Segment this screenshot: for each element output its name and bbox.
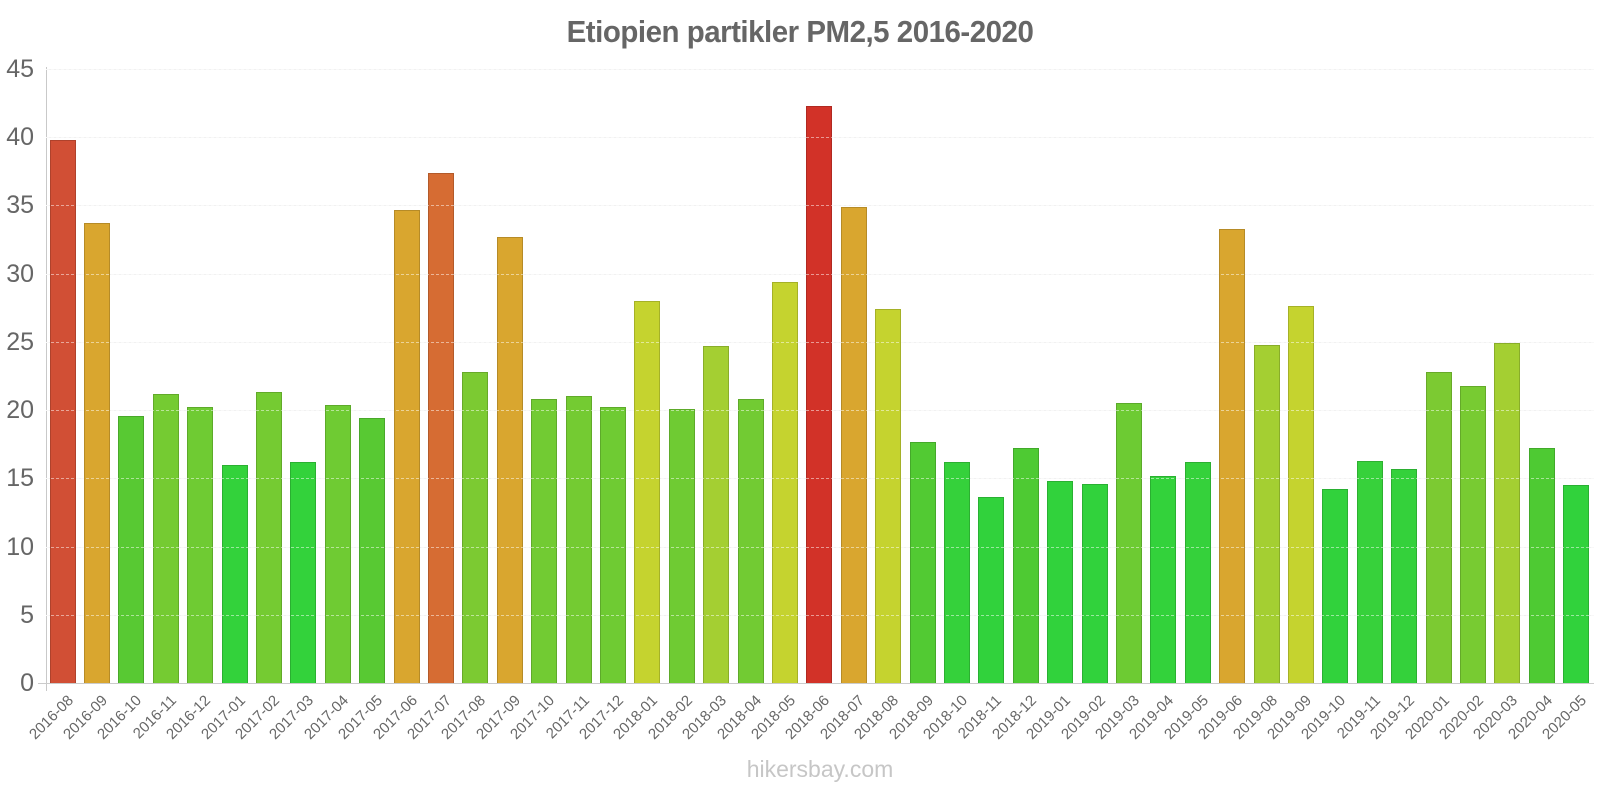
bar-2020-04 [1528,448,1555,683]
bar-2016-08 [49,139,76,683]
bar-2017-03 [290,461,317,683]
y-tick-label-30: 30 [6,259,34,288]
bar-2018-10 [943,461,970,683]
bar-2018-07 [840,206,867,683]
bar-2017-12 [599,407,626,683]
bar-2016-12 [187,407,214,683]
gridline-dash-y-5 [46,614,1594,616]
bar-2018-09 [909,441,936,683]
bar-2018-08 [875,309,902,683]
chart-title: Etiopien partikler PM2,5 2016-2020 [566,14,1034,49]
bar-2017-01 [221,464,248,683]
bar-2018-05 [771,281,798,683]
bar-2018-03 [703,345,730,683]
gridline-dash-y-15 [46,478,1594,480]
bar-2017-07 [427,172,454,683]
bar-2019-08 [1253,344,1280,683]
x-axis-baseline [38,683,1594,684]
bar-2017-04 [324,404,351,683]
bar-2020-05 [1563,485,1590,683]
gridline-dash-y-25 [46,341,1594,343]
bar-2018-12 [1012,448,1039,683]
gridline-dash-y-45 [46,69,1594,70]
y-tick-label-35: 35 [6,191,34,220]
gridline-dash-y-30 [46,273,1594,275]
bar-2019-04 [1150,475,1177,683]
y-axis-line [46,67,47,691]
bar-2019-06 [1219,228,1246,683]
gridline-dash-y-20 [46,410,1594,412]
y-tick-label-10: 10 [6,532,34,561]
bar-2017-09 [496,236,523,683]
y-tick-label-0: 0 [20,669,34,697]
y-tick-label-45: 45 [6,55,34,83]
watermark: hikersbay.com [746,756,894,782]
y-tick-label-20: 20 [6,396,34,425]
y-tick-label-25: 25 [6,327,34,356]
bar-2018-02 [668,408,695,683]
bar-2019-03 [1115,403,1142,683]
bar-2020-01 [1425,371,1452,683]
bar-2018-04 [737,399,764,683]
bar-2019-01 [1047,481,1074,683]
gridline-dash-y-40 [46,137,1594,139]
bar-2017-06 [393,209,420,683]
bar-2020-02 [1459,385,1486,683]
bar-2017-05 [359,418,386,683]
bar-2018-06 [806,105,833,683]
gridline-dash-y-10 [46,546,1594,548]
bar-2020-03 [1494,343,1521,683]
bar-2016-10 [118,415,145,683]
bar-2018-11 [978,497,1005,683]
plot-area [46,69,1594,683]
bar-2017-11 [565,396,592,683]
bar-2019-12 [1391,468,1418,683]
y-tick-label-15: 15 [6,464,34,493]
bar-2019-05 [1184,461,1211,683]
bar-2019-09 [1287,306,1314,683]
bar-2017-10 [531,399,558,683]
y-tick-label-5: 5 [20,600,34,629]
y-tick-label-40: 40 [6,123,34,152]
gridline-dash-y-35 [46,205,1594,207]
bar-2016-11 [152,393,179,683]
bar-2019-11 [1356,460,1383,683]
bar-2017-08 [462,371,489,683]
bar-2019-10 [1322,489,1349,683]
bar-2019-02 [1081,483,1108,683]
bar-2016-09 [83,223,110,683]
bar-2018-01 [634,300,661,683]
bar-2017-02 [255,392,282,683]
